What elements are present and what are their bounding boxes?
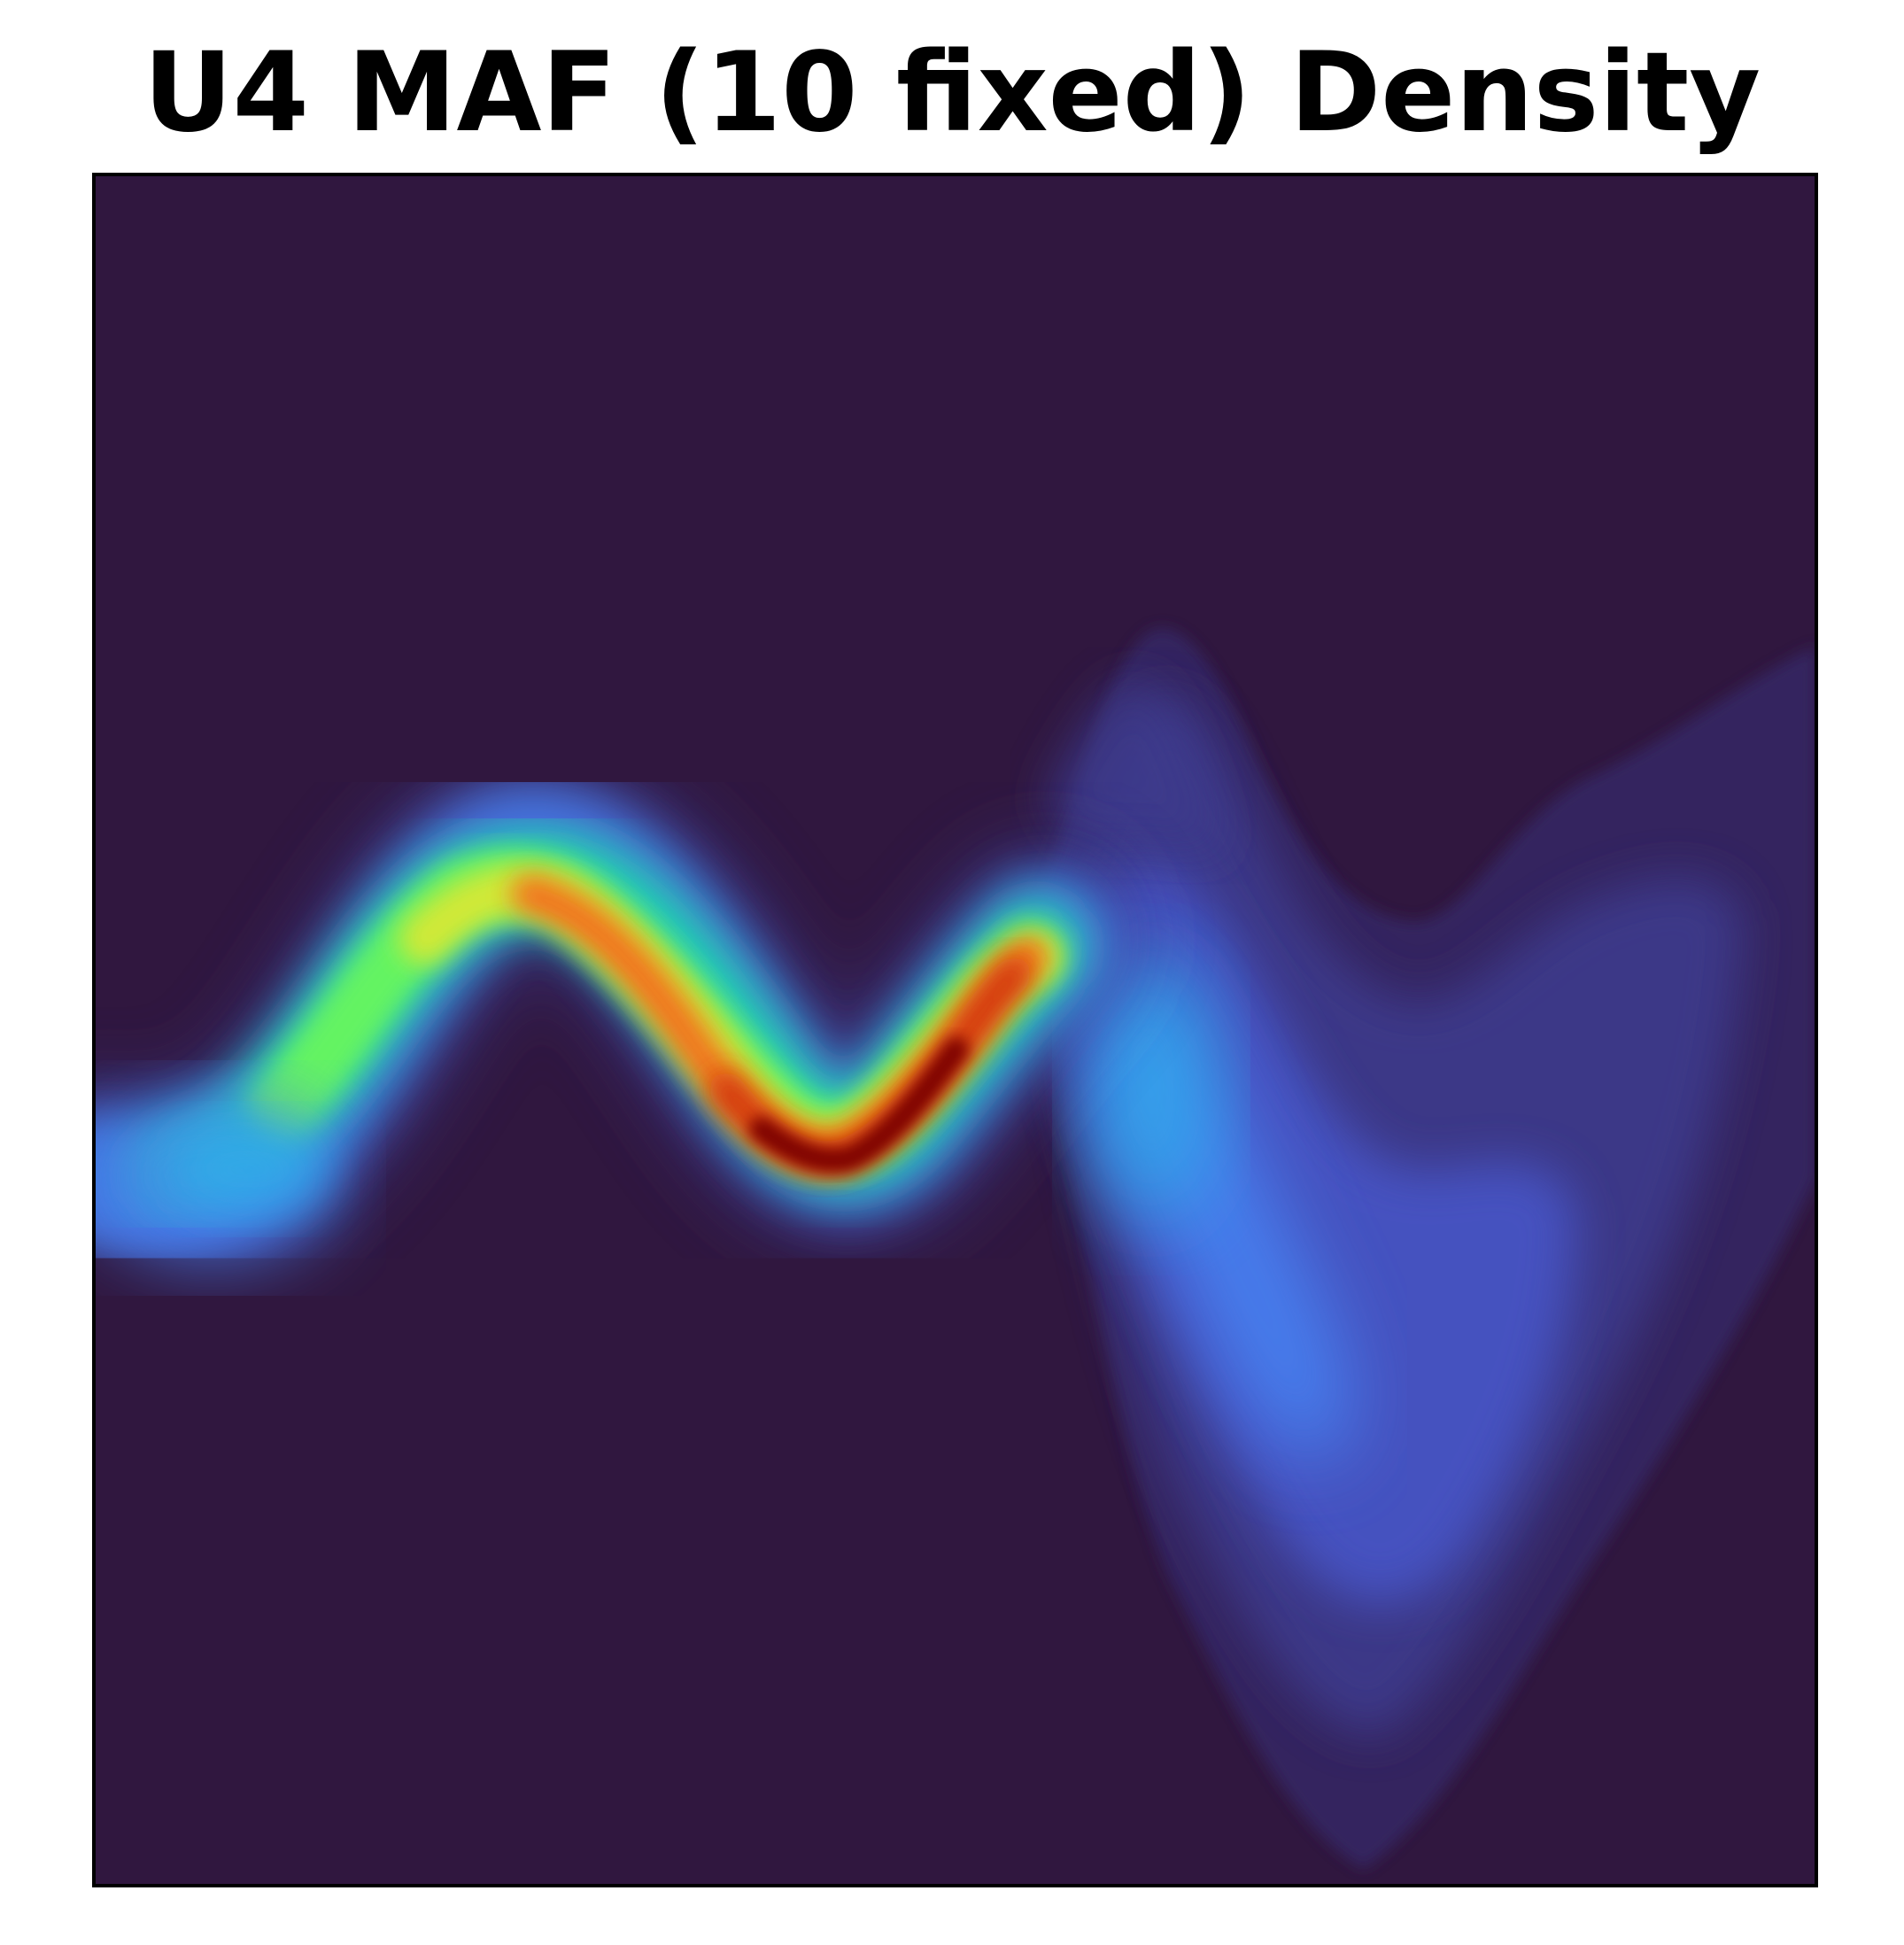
chart-title: U4 MAF (10 fixed) Density	[143, 29, 1761, 157]
left-tail-core	[168, 1120, 328, 1218]
ridge-density	[94, 757, 1138, 1283]
lobe-upper-tongue	[1045, 680, 1222, 850]
plot-frame	[92, 173, 1818, 1887]
diffuse-density-lobe	[1045, 628, 1816, 1870]
density-field	[94, 174, 1816, 1886]
lobe-cyan-highlight	[1080, 957, 1222, 1222]
ridge-band-darkred	[749, 1037, 969, 1174]
